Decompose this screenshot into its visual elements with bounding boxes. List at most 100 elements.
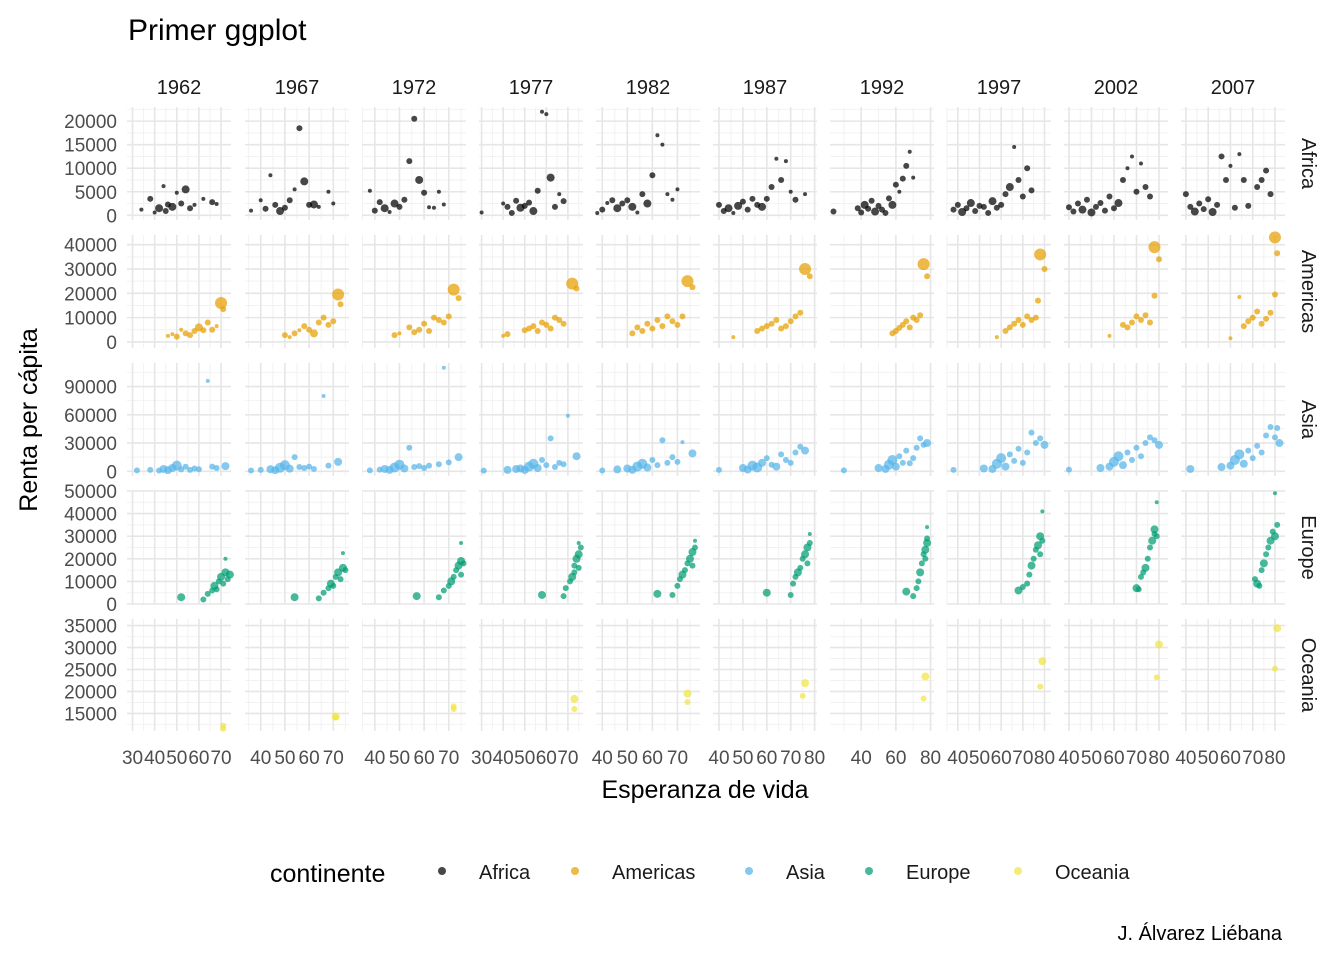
data-point — [1024, 580, 1031, 587]
legend-label: Africa — [479, 862, 531, 884]
legend-label: Americas — [612, 862, 695, 884]
data-point — [181, 185, 190, 194]
data-point — [1065, 204, 1072, 211]
data-point — [331, 201, 336, 206]
data-point — [296, 464, 303, 471]
data-point — [1146, 434, 1153, 441]
data-point — [768, 320, 775, 327]
data-point — [906, 460, 913, 467]
facet-strip-label: Oceania — [1297, 638, 1319, 713]
data-point — [1138, 161, 1143, 166]
data-point — [792, 313, 799, 320]
data-point — [744, 206, 751, 213]
data-point — [504, 203, 511, 210]
data-point — [200, 327, 207, 334]
data-point — [325, 462, 332, 469]
facet-strip-label: 1967 — [275, 77, 320, 99]
data-point — [629, 330, 636, 337]
data-point — [533, 463, 542, 472]
y-tick-label: 15000 — [64, 136, 117, 157]
data-point — [1245, 447, 1252, 454]
data-point — [1142, 184, 1149, 191]
data-point — [367, 188, 372, 193]
data-point — [546, 173, 555, 182]
data-point — [783, 159, 788, 164]
data-point — [1258, 320, 1265, 327]
data-point — [262, 205, 269, 212]
data-point — [628, 202, 637, 211]
data-point — [659, 437, 666, 444]
x-tick-label: 40 — [947, 748, 968, 769]
data-point — [1271, 434, 1278, 441]
data-point — [921, 672, 930, 681]
data-point — [450, 706, 457, 713]
data-point — [177, 593, 186, 602]
data-point — [1240, 323, 1247, 330]
data-point — [421, 320, 428, 327]
data-point — [301, 323, 308, 330]
data-point — [1125, 166, 1130, 171]
data-point — [899, 459, 906, 466]
data-point — [925, 525, 930, 530]
data-point — [427, 205, 432, 210]
data-point — [1270, 532, 1279, 541]
x-tick-label: 80 — [920, 748, 941, 769]
data-point — [806, 539, 813, 546]
data-point — [1186, 464, 1195, 473]
data-point — [170, 332, 175, 337]
data-point — [1092, 203, 1099, 210]
y-tick-label: 20000 — [64, 284, 117, 305]
data-point — [660, 142, 665, 147]
data-point — [1274, 424, 1281, 431]
data-point — [431, 205, 436, 210]
data-point — [291, 454, 298, 461]
data-point — [1065, 466, 1072, 473]
data-point — [214, 201, 219, 206]
data-point — [674, 458, 681, 465]
data-point — [888, 200, 897, 209]
data-point — [1272, 491, 1277, 496]
data-point — [538, 590, 547, 599]
data-point — [910, 455, 917, 462]
facet-strip-label: 2002 — [1094, 77, 1139, 99]
data-point — [797, 309, 804, 316]
data-point — [691, 544, 698, 551]
data-point — [1024, 449, 1031, 456]
data-point — [534, 327, 541, 334]
x-tick-label: 70 — [1242, 748, 1263, 769]
data-point — [1217, 463, 1226, 472]
data-point — [187, 205, 194, 212]
x-tick-label: 50 — [617, 748, 638, 769]
x-tick-label: 50 — [1198, 748, 1219, 769]
data-point — [133, 467, 140, 474]
y-tick-label: 30000 — [64, 527, 117, 548]
data-point — [147, 466, 154, 473]
x-tick-label: 70 — [1012, 748, 1033, 769]
data-point — [1040, 509, 1045, 514]
data-point — [182, 463, 189, 470]
data-point — [801, 679, 810, 688]
data-point — [285, 464, 294, 473]
y-tick-label: 0 — [106, 595, 117, 616]
data-point — [547, 325, 554, 332]
data-point — [1078, 205, 1087, 214]
data-point — [173, 333, 180, 340]
data-point — [1155, 256, 1162, 263]
data-point — [204, 319, 211, 326]
data-point — [840, 467, 847, 474]
data-point — [1245, 318, 1252, 325]
data-point — [1032, 314, 1039, 321]
data-point — [963, 205, 970, 212]
data-point — [406, 158, 413, 165]
data-point — [1107, 333, 1112, 338]
data-point — [1119, 321, 1126, 328]
data-point — [1259, 559, 1268, 568]
data-point — [220, 725, 227, 732]
data-point — [332, 288, 345, 301]
data-point — [681, 567, 688, 574]
legend-label: Oceania — [1055, 862, 1130, 884]
data-point — [1148, 536, 1157, 545]
data-point — [406, 324, 413, 331]
data-point — [1137, 317, 1144, 324]
y-tick-label: 10000 — [64, 309, 117, 330]
